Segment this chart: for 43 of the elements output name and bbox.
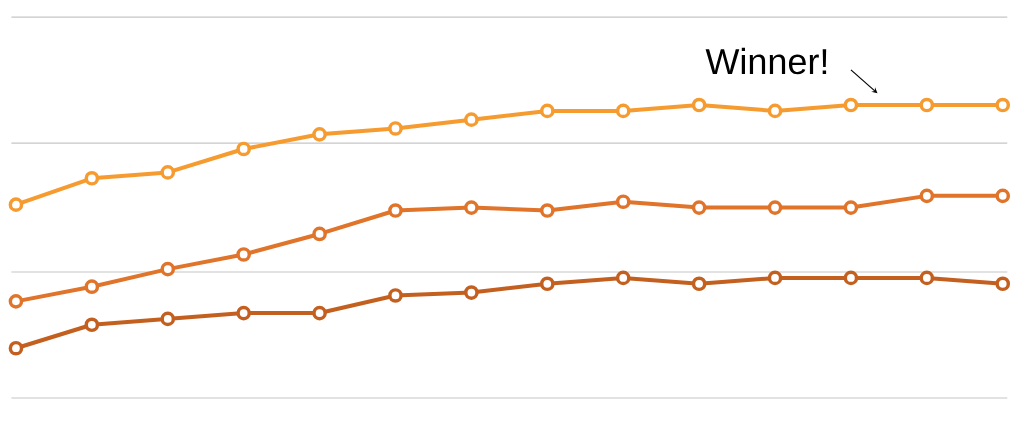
point <box>539 103 555 119</box>
point <box>160 311 176 327</box>
point <box>160 261 176 277</box>
point <box>691 276 707 291</box>
point <box>539 203 555 218</box>
point <box>919 270 935 286</box>
point <box>767 270 783 286</box>
point <box>843 270 859 286</box>
point <box>539 276 555 291</box>
point <box>767 200 783 215</box>
point <box>691 97 707 113</box>
point <box>464 285 479 300</box>
point <box>615 194 631 209</box>
point <box>995 97 1011 113</box>
point <box>236 141 252 157</box>
point <box>84 170 100 186</box>
point <box>388 120 403 136</box>
point <box>615 103 631 119</box>
point <box>464 200 479 215</box>
point <box>312 126 327 142</box>
point <box>84 317 100 332</box>
text: Winner! <box>705 47 827 75</box>
point <box>312 305 327 321</box>
point <box>8 197 24 212</box>
point <box>843 97 859 113</box>
point <box>919 188 935 204</box>
point <box>995 188 1011 204</box>
point <box>995 276 1011 291</box>
point <box>388 203 403 218</box>
point <box>919 97 935 113</box>
point <box>464 112 479 127</box>
point <box>312 226 327 242</box>
point <box>767 103 783 119</box>
point <box>615 270 631 286</box>
point <box>236 246 252 262</box>
point <box>8 340 24 356</box>
point <box>691 200 707 215</box>
point <box>843 200 859 215</box>
point <box>236 305 252 321</box>
point <box>160 164 176 180</box>
point <box>388 288 403 303</box>
point <box>84 279 100 294</box>
point <box>8 293 24 309</box>
